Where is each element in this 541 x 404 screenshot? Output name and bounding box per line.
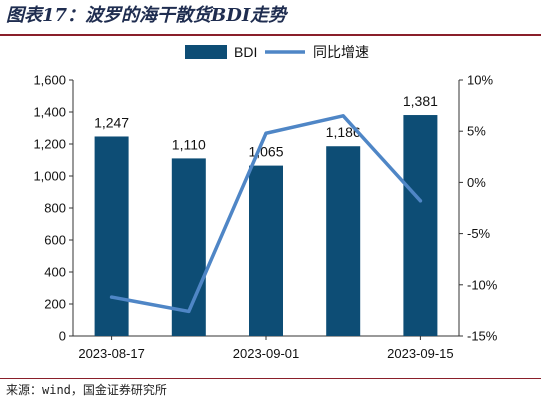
y-left-tick-label: 200 <box>44 297 66 312</box>
y-right-tick-label: 5% <box>467 124 486 139</box>
bdi-data-label: 1,186 <box>326 124 361 140</box>
y-left-tick-label: 1,000 <box>33 169 66 184</box>
yoy-growth-point <box>341 114 345 118</box>
x-tick-label: 2023-08-17 <box>78 346 145 361</box>
y-left-tick-label: 1,600 <box>33 73 66 88</box>
y-left-tick-label: 400 <box>44 265 66 280</box>
y-right-tick-label: -5% <box>467 226 491 241</box>
y-right-tick-label: -15% <box>467 329 498 344</box>
yoy-growth-point <box>418 199 422 203</box>
title-rule <box>0 34 541 36</box>
legend: BDI 同比增速 <box>185 44 369 60</box>
figure-title: 图表17：波罗的海干散货BDI走势 <box>6 5 287 26</box>
source-rule <box>0 378 541 379</box>
y-right-tick-label: 0% <box>467 175 486 190</box>
y-left-tick-label: 800 <box>44 201 66 216</box>
plot-area: 0 200 400 600 800 1,000 1,200 1,400 1,600 -15% -10… <box>33 73 497 362</box>
bdi-data-label: 1,110 <box>172 136 206 152</box>
bdi-data-label: 1,247 <box>94 114 129 130</box>
legend-bar-label: BDI <box>234 44 257 60</box>
bdi-bar <box>94 136 129 336</box>
bdi-data-label: 1,381 <box>403 93 438 109</box>
yoy-growth-point <box>110 295 114 299</box>
yoy-growth-point <box>187 309 191 314</box>
y-left-tick-label: 0 <box>59 329 66 344</box>
bdi-bar <box>403 115 438 336</box>
legend-bar-swatch <box>185 45 227 59</box>
x-tick-label: 2023-09-01 <box>233 346 300 361</box>
y-right-tick-label: -10% <box>467 277 498 292</box>
legend-line-label: 同比增速 <box>313 44 369 60</box>
y-left-tick-label: 1,400 <box>33 105 66 120</box>
source-note: 来源：wind，国金证券研究所 <box>6 383 167 397</box>
x-tick-label: 2023-09-15 <box>387 346 454 361</box>
bdi-bar <box>249 165 283 336</box>
y-left-tick-label: 600 <box>44 233 66 248</box>
chart: BDI 同比增速 0 200 400 600 800 1,000 1,200 1,400 1,6… <box>33 44 497 362</box>
bdi-bar <box>326 146 361 336</box>
bdi-bar <box>171 158 206 336</box>
y-right-tick-label: 10% <box>467 73 493 88</box>
yoy-growth-point <box>264 131 268 135</box>
y-left-tick-label: 1,200 <box>33 137 66 152</box>
